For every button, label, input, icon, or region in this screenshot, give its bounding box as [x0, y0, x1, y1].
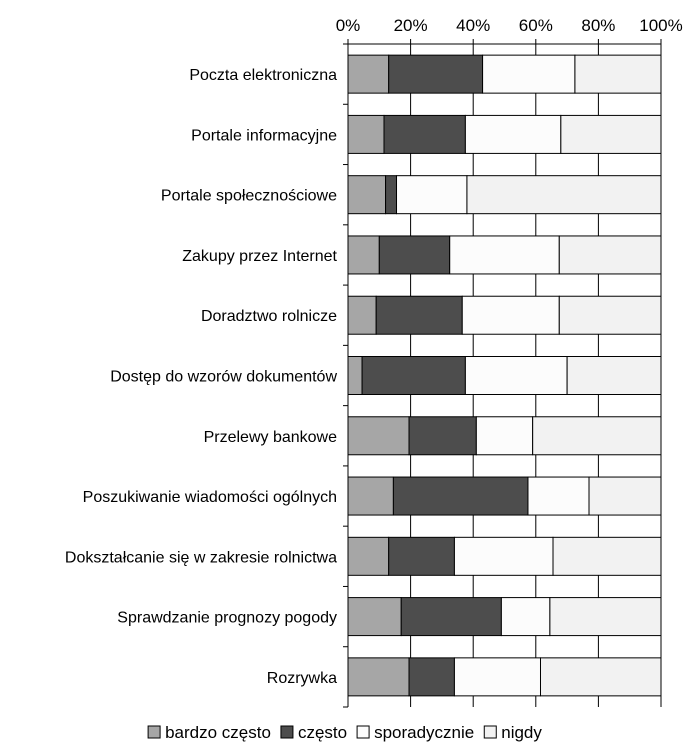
bar-segment — [347, 536, 390, 576]
bar-segment — [385, 175, 398, 215]
bar-segment — [383, 114, 466, 154]
bar-segment — [532, 416, 662, 456]
bar-segment — [388, 536, 455, 576]
bar-segment — [464, 356, 568, 395]
legend-label: nigdy — [501, 723, 542, 742]
bar-segment — [392, 476, 529, 516]
legend-label: bardzo często — [165, 723, 271, 742]
bar-segment — [558, 235, 662, 275]
legend-swatch — [356, 725, 370, 739]
bar-segment — [347, 597, 402, 637]
bar-segment — [396, 175, 468, 215]
bar-segment — [574, 54, 662, 94]
category-label: Portale społecznościowe — [161, 188, 337, 205]
x-tick-label: 0% — [336, 16, 361, 35]
category-label: Rozrywka — [267, 670, 337, 687]
category-label: Przelewy bankowe — [204, 429, 338, 446]
legend-label: sporadycznie — [374, 723, 474, 742]
axis-layer: 0% 20% 40% 60% 80% 100% Poczta elektroniczna Po… — [65, 16, 683, 708]
category-label: Dostęp do wzorów dokumentów — [110, 369, 337, 386]
bar-segment — [400, 597, 502, 637]
bar-segment — [566, 356, 662, 395]
bar-segment — [408, 657, 455, 697]
category-label: Sprawdzanie prognozy pogody — [117, 610, 337, 627]
bar-segment — [453, 536, 554, 576]
legend-swatch — [147, 725, 161, 739]
bar-segment — [552, 536, 662, 576]
bar-segment — [560, 114, 662, 154]
bar-segment — [347, 657, 410, 697]
category-label: Doradztwo rolnicze — [201, 308, 337, 325]
bar-segment — [347, 114, 385, 154]
bar-segment — [449, 235, 560, 275]
bar-segment — [378, 235, 451, 275]
x-tick-label: 40% — [456, 16, 490, 35]
bar-segment — [461, 295, 560, 335]
bar-segment — [347, 295, 377, 335]
x-tick-label: 60% — [519, 16, 553, 35]
legend-swatch — [280, 725, 294, 739]
category-label: Poczta elektroniczna — [189, 67, 337, 84]
bar-segment — [549, 597, 662, 637]
bar-segment — [388, 54, 484, 94]
bar-segment — [475, 416, 534, 456]
category-label: Poszukiwanie wiadomości ogólnych — [83, 489, 337, 506]
bar-segment — [347, 356, 363, 395]
x-tick-label: 20% — [394, 16, 428, 35]
legend-swatch — [483, 725, 497, 739]
x-tick-label: 100% — [639, 16, 682, 35]
bar-segment — [347, 175, 387, 215]
bars-layer — [347, 54, 662, 697]
bar-segment — [347, 476, 394, 516]
legend-label: często — [298, 723, 347, 742]
bar-segment — [408, 416, 477, 456]
bar-segment — [539, 657, 662, 697]
bar-segment — [361, 356, 466, 395]
category-label: Dokształcanie się w zakresie rolnictwa — [65, 549, 337, 566]
bar-segment — [500, 597, 551, 637]
category-label: Portale informacyjne — [191, 127, 337, 144]
bar-segment — [588, 476, 662, 516]
x-tick-label: 80% — [581, 16, 615, 35]
bar-segment — [453, 657, 541, 697]
legend: bardzo często często sporadycznie nigdy — [147, 723, 542, 742]
bar-segment — [347, 416, 410, 456]
bar-segment — [558, 295, 662, 335]
category-label: Zakupy przez Internet — [182, 248, 337, 265]
bar-segment — [464, 114, 562, 154]
bar-segment — [375, 295, 463, 335]
bar-segment — [482, 54, 576, 94]
bar-segment — [347, 235, 380, 275]
bar-segment — [466, 175, 662, 215]
bar-segment — [347, 54, 390, 94]
bar-segment — [527, 476, 590, 516]
